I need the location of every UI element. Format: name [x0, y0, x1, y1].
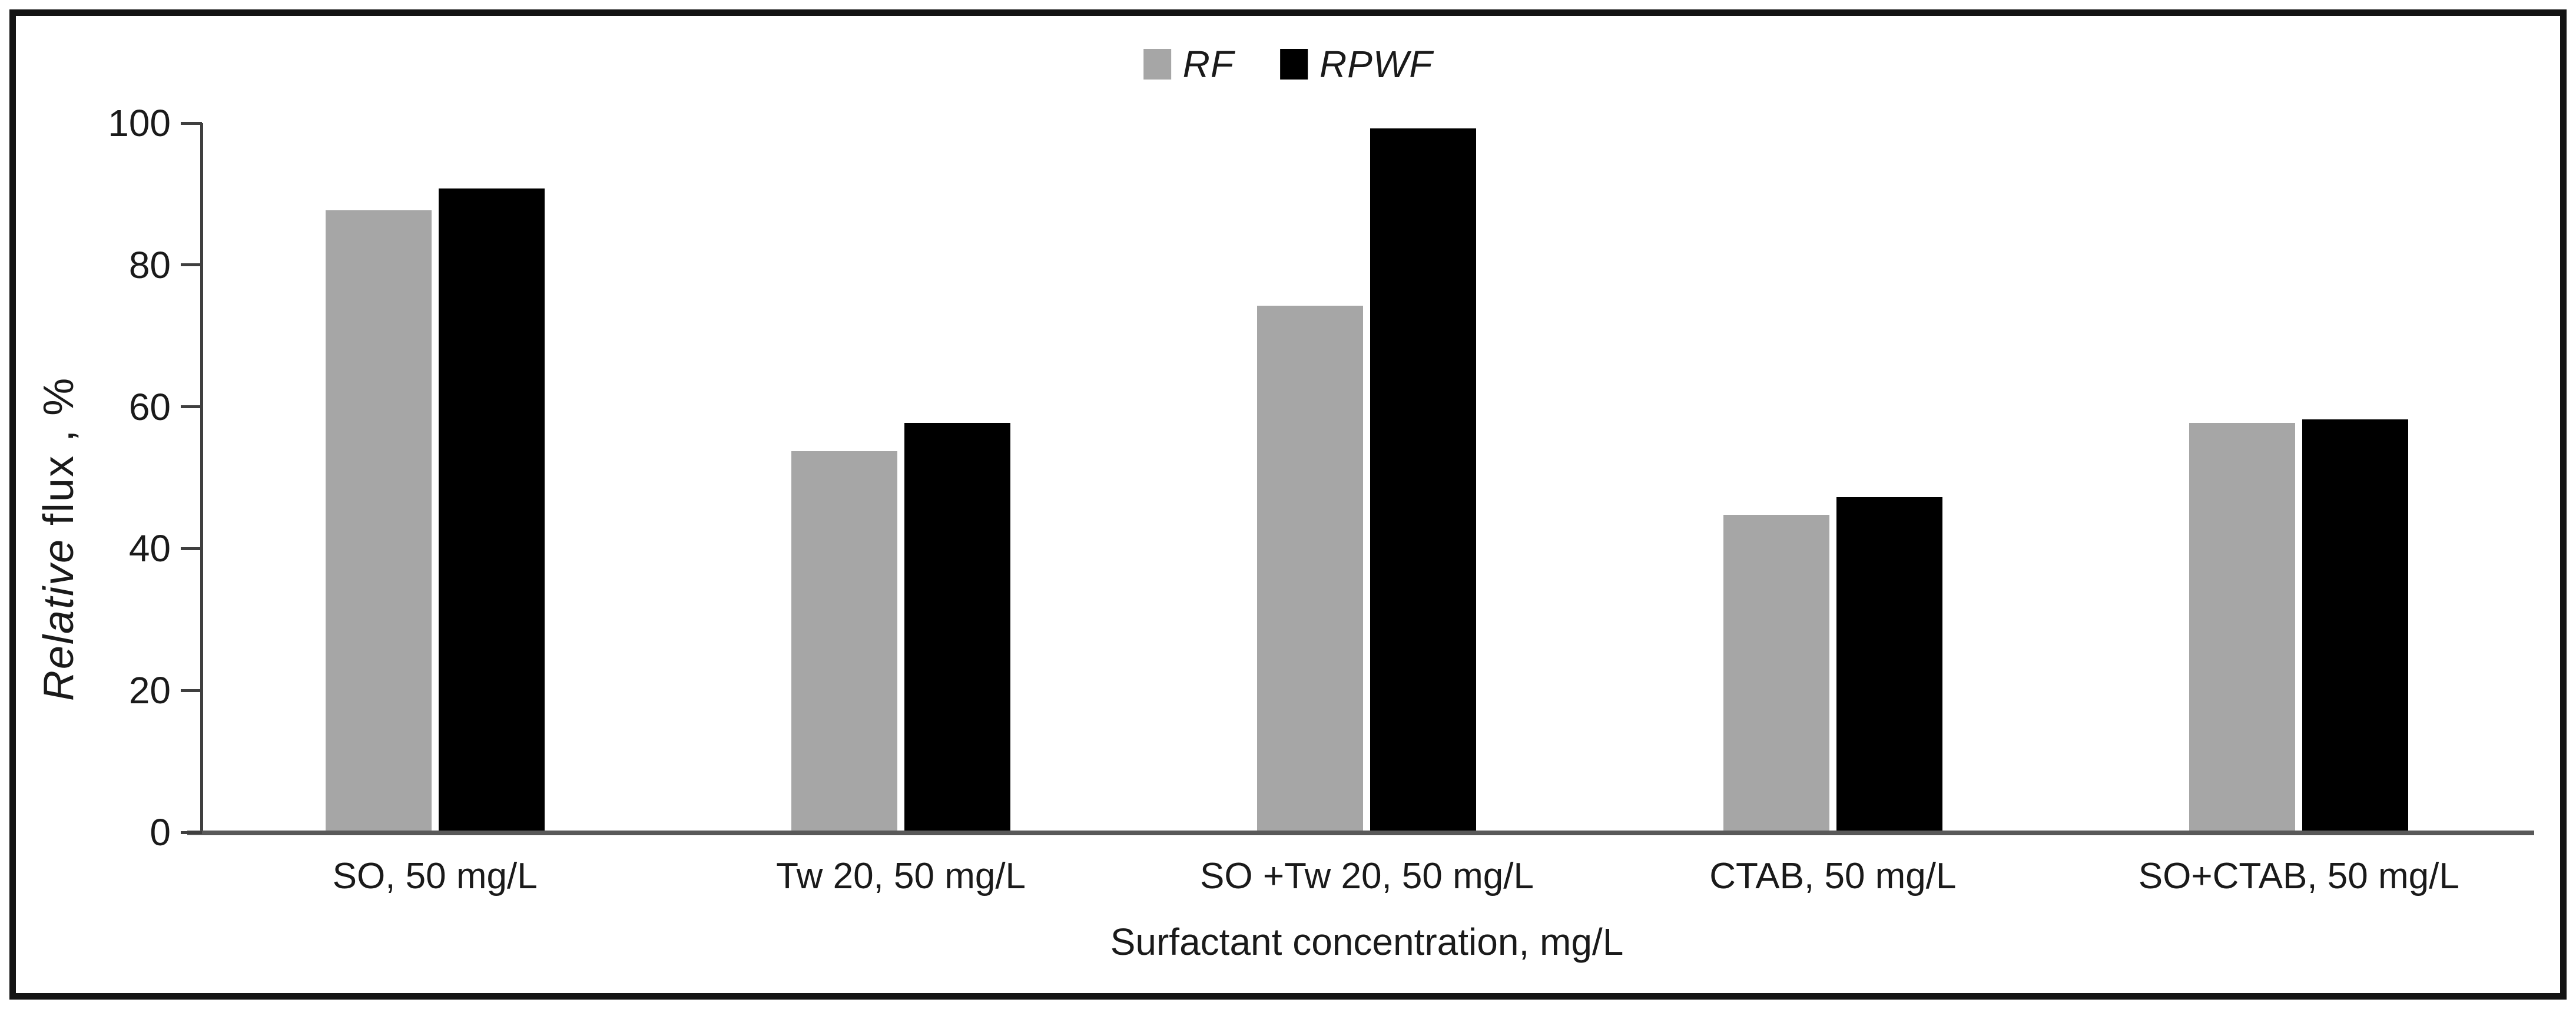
bar-rpwf-4 [1836, 497, 1942, 831]
category-label-1: SO, 50 mg/L [332, 856, 538, 896]
y-axis-title-italic: Relative [35, 538, 82, 702]
x-axis-title: Surfactant concentration, mg/L [1110, 921, 1624, 963]
y-tick-label-0: 0 [150, 811, 171, 853]
bar-rf-2 [791, 451, 898, 831]
legend-item-rf: RF [1143, 42, 1234, 86]
category-label-4: CTAB, 50 mg/L [1709, 856, 1957, 896]
bar-group-4 [1600, 497, 2066, 831]
y-tick-mark-80 [181, 263, 202, 267]
y-axis-title: Relative flux , % [35, 377, 83, 701]
bar-rf-3 [1257, 306, 1364, 831]
y-tick-mark-60 [181, 405, 202, 409]
category-label-2: Tw 20, 50 mg/L [776, 856, 1026, 896]
y-tick-mark-20 [181, 689, 202, 692]
chart-legend: RF RPWF [1143, 42, 1433, 86]
legend-label-rf: RF [1182, 43, 1234, 85]
category-label-5: SO+CTAB, 50 mg/L [2138, 856, 2459, 896]
bar-group-2 [668, 422, 1133, 831]
legend-item-rpwf: RPWF [1279, 42, 1433, 86]
y-tick-mark-100 [181, 121, 202, 125]
x-axis-baseline [187, 831, 2534, 835]
y-tick-mark-0 [181, 831, 202, 834]
y-axis-title-rest: flux , % [35, 376, 82, 538]
y-tick-label-40: 40 [128, 527, 171, 570]
y-tick-label-80: 80 [128, 243, 171, 286]
bar-group-1 [202, 188, 668, 831]
bar-group-5 [2066, 419, 2532, 831]
legend-swatch-rf [1143, 49, 1171, 80]
y-axis-line [200, 123, 203, 832]
bar-rf-5 [2189, 422, 2296, 831]
y-tick-label-20: 20 [128, 669, 171, 712]
y-tick-label-100: 100 [108, 102, 171, 144]
bar-rpwf-3 [1370, 128, 1477, 831]
bar-rpwf-1 [438, 188, 545, 831]
bar-rpwf-2 [904, 422, 1011, 831]
legend-label-rpwf: RPWF [1319, 43, 1433, 85]
y-tick-mark-40 [181, 547, 202, 550]
bar-rf-4 [1723, 515, 1829, 831]
bar-rf-1 [325, 210, 432, 831]
y-tick-label-60: 60 [128, 385, 171, 428]
legend-swatch-rpwf [1279, 49, 1308, 80]
bar-group-3 [1134, 128, 1600, 831]
category-label-3: SO +Tw 20, 50 mg/L [1200, 856, 1534, 896]
bar-rpwf-5 [2302, 419, 2409, 831]
